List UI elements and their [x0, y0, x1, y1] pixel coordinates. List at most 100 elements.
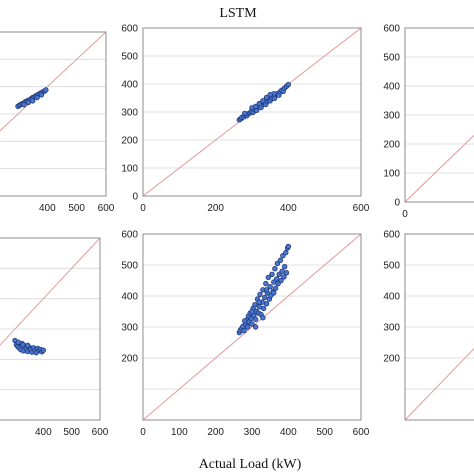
x-tick-label: 0 [402, 209, 408, 220]
data-point [244, 324, 251, 330]
y-tick-label: 300 [383, 323, 400, 334]
y-tick-label: 400 [121, 80, 138, 91]
panel-top-center: 0 200 400 600 0 100 200 300 400 500 600 [121, 24, 369, 215]
data-point [267, 284, 273, 290]
panel-top-left: 400 500 600 [0, 31, 115, 214]
data-point [20, 342, 26, 348]
data-point [21, 102, 27, 108]
identity-line [0, 32, 106, 132]
y-tick-label: 400 [383, 82, 400, 93]
data-point [25, 99, 31, 106]
data-point [263, 280, 269, 287]
identity-line [405, 347, 474, 420]
y-tick-label: 200 [121, 136, 138, 147]
plot-area [405, 234, 474, 420]
plot-area [405, 28, 474, 202]
data-point [263, 301, 270, 307]
data-point [38, 92, 45, 98]
plot-area [143, 234, 361, 420]
x-tick-label: 500 [63, 427, 80, 438]
data-point [281, 274, 287, 280]
x-tick-label: 0 [140, 427, 146, 438]
data-point [40, 347, 47, 353]
plot-frame [0, 237, 101, 421]
data-point [260, 98, 266, 104]
plot-area [143, 28, 361, 196]
data-point [249, 308, 255, 315]
plot-area [0, 32, 106, 196]
data-point [285, 81, 292, 88]
y-tick-label: 500 [121, 52, 138, 63]
x-tick-label: 100 [171, 427, 188, 438]
data-point [283, 270, 290, 276]
y-tick-label: 400 [121, 292, 138, 303]
plot-frame [404, 233, 474, 421]
y-tick-label: 200 [121, 354, 138, 365]
data-point [242, 110, 248, 117]
y-tick-label: 500 [383, 53, 400, 64]
x-tick-label: 600 [92, 427, 109, 438]
y-tick-label: 600 [121, 24, 138, 35]
data-point [29, 98, 36, 104]
x-tick-label: 400 [39, 203, 56, 214]
x-tick-label: 600 [353, 203, 370, 214]
y-tick-label: 300 [383, 111, 400, 122]
identity-line [0, 238, 100, 346]
data-point [34, 94, 40, 101]
x-tick-label: 600 [98, 203, 115, 214]
y-tick-label: 200 [383, 354, 400, 365]
x-tick-label: 500 [68, 203, 85, 214]
data-point [277, 257, 284, 264]
data-point [256, 304, 262, 310]
data-point [279, 268, 285, 274]
y-tick-label: 600 [121, 230, 138, 241]
y-tick-label: 0 [394, 198, 400, 209]
y-tick-label: 600 [383, 230, 400, 241]
x-tick-label: 400 [35, 427, 52, 438]
y-tick-label: 300 [121, 108, 138, 119]
data-point [242, 318, 248, 324]
panel-bottom-center: 0 100 200 300 400 500 600 200 300 400 500 600 [121, 230, 369, 439]
y-tick-label: 500 [121, 261, 138, 272]
data-point [252, 103, 259, 110]
x-tick-label: 300 [244, 427, 261, 438]
data-point [252, 324, 259, 330]
data-point [249, 321, 255, 327]
x-axis-label: Actual Load (kW) [199, 457, 302, 472]
panel-top-right: 00 100 200 300 400 500 600 [383, 24, 474, 220]
x-tick-label: 500 [316, 427, 333, 438]
plot-frame [142, 233, 362, 421]
data-point [241, 328, 247, 334]
data-point [257, 291, 263, 298]
plot-area [0, 238, 100, 420]
data-point [252, 301, 258, 308]
x-tick-label: 400 [280, 427, 297, 438]
panel-bottom-left: 400 500 600 [0, 237, 109, 438]
figure-title: LSTM [219, 6, 257, 21]
x-tick-label: 0 [140, 203, 146, 214]
panel-bottom-right: 200 300 400 500 600 [383, 230, 474, 421]
data-point [252, 316, 259, 322]
identity-line [143, 234, 361, 420]
plot-frame [404, 27, 474, 203]
y-tick-label: 100 [383, 169, 400, 180]
x-tick-label: 200 [207, 203, 224, 214]
data-point [256, 299, 262, 305]
y-tick-label: 100 [121, 164, 138, 175]
x-tick-label: 200 [207, 427, 224, 438]
data-point [274, 276, 280, 282]
x-tick-label: 400 [280, 203, 297, 214]
y-tick-label: 200 [383, 140, 400, 151]
data-point [25, 342, 31, 349]
plot-frame [0, 31, 107, 197]
data-point [278, 277, 284, 284]
y-tick-label: 0 [132, 192, 138, 203]
data-point [267, 91, 273, 98]
plot-frame [142, 27, 362, 197]
data-point [262, 294, 268, 301]
data-point [256, 100, 262, 107]
data-point [43, 87, 49, 93]
data-point [271, 290, 277, 296]
data-point [285, 243, 292, 250]
data-point [263, 94, 270, 101]
